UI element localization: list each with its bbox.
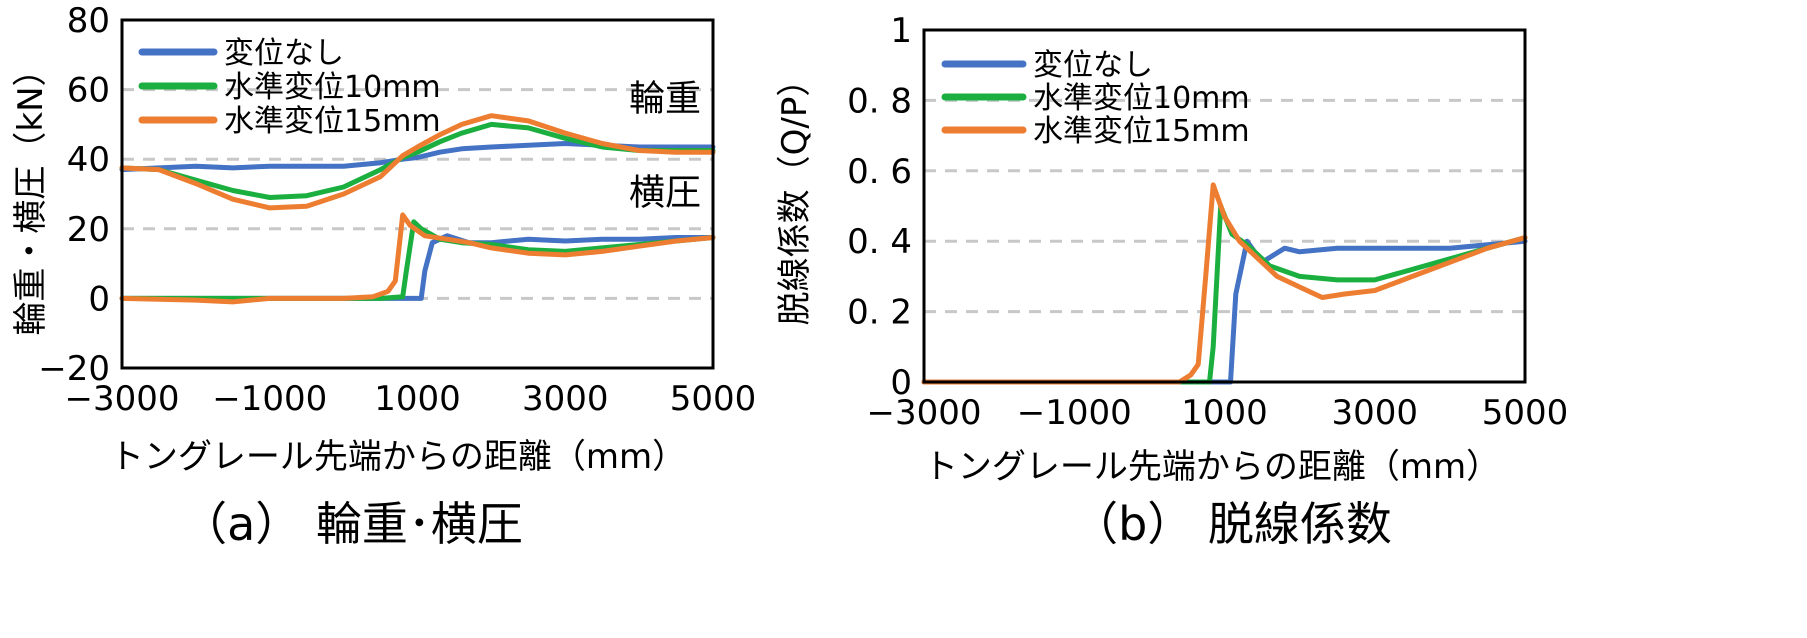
y-tick-label: 60 <box>67 71 110 111</box>
series-line-水準変位10mm <box>119 121 716 200</box>
annotation-label: 横圧 <box>629 172 701 213</box>
series-lines <box>921 182 1528 385</box>
y-tick-label: 20 <box>67 210 110 250</box>
legend-label: 変位なし <box>224 36 344 71</box>
x-tick-label: 3000 <box>522 379 609 419</box>
series-line-水準変位10mm <box>921 203 1528 385</box>
gridlines <box>924 98 1525 314</box>
y-tick-label: 0. 4 <box>847 222 912 262</box>
y-tick-label: 0 <box>890 363 912 403</box>
x-tick-label: 1000 <box>374 379 461 419</box>
caption: （b） 脱線係数 <box>1072 497 1392 551</box>
x-tick-label: 5000 <box>1482 393 1569 433</box>
y-tick-labels: −20 0 20 40 60 80 <box>38 1 110 389</box>
y-tick-label: 80 <box>67 1 110 41</box>
y-tick-label: 0. 8 <box>847 81 912 121</box>
chart-panel-derailment-coefficient: 0 0. 2 0. 4 0. 6 0. 8 1 −3000 −1000 1000 3000 500… <box>775 11 1568 551</box>
y-tick-label: 0 <box>88 279 110 319</box>
x-tick-label: 1000 <box>1181 393 1268 433</box>
y-tick-label: −20 <box>38 349 110 389</box>
y-tick-label: 40 <box>67 140 110 180</box>
x-tick-labels: −3000 −1000 1000 3000 5000 <box>64 379 756 419</box>
x-axis-label: トングレール先端からの距離（mm） <box>110 437 686 477</box>
x-tick-label: 5000 <box>670 379 757 419</box>
legend-label: 水準変位15mm <box>1033 114 1250 149</box>
y-tick-labels: 0 0. 2 0. 4 0. 6 0. 8 1 <box>847 11 912 403</box>
y-axis-label: 輪重・横圧（kN） <box>11 52 51 335</box>
annotation-label: 輪重 <box>629 78 701 119</box>
y-tick-label: 0. 6 <box>847 152 912 192</box>
x-tick-label: −3000 <box>866 393 981 433</box>
series-line-水準変位15mm <box>119 113 716 211</box>
y-tick-label: 1 <box>890 11 912 51</box>
y-axis-label: 脱線係数（Q/P） <box>775 63 815 326</box>
series-line-水準変位15mm <box>921 182 1528 385</box>
x-tick-label: −3000 <box>64 379 179 419</box>
legend-label: 水準変位10mm <box>1033 81 1250 116</box>
legend-label: 水準変位15mm <box>224 104 441 139</box>
legend-label: 変位なし <box>1033 48 1153 83</box>
x-tick-label: 3000 <box>1331 393 1418 433</box>
x-tick-labels: −3000 −1000 1000 3000 5000 <box>866 393 1568 433</box>
x-tick-label: −1000 <box>212 379 327 419</box>
x-tick-label: −1000 <box>1017 393 1132 433</box>
series-lines <box>119 113 716 305</box>
series-line-横圧-5 <box>119 212 716 305</box>
chart-panel-wheel-load-lateral-force: −20 0 20 40 60 80 −3000 −1000 1000 3000 5000 輪重・横… <box>11 1 756 551</box>
x-axis-label: トングレール先端からの距離（mm） <box>924 447 1500 487</box>
caption: （a） 輪重･横圧 <box>181 497 523 551</box>
plot-frame <box>922 28 1527 384</box>
y-tick-label: 0. 2 <box>847 293 912 333</box>
plot-frame <box>120 18 715 370</box>
legend-label: 水準変位10mm <box>224 70 441 105</box>
